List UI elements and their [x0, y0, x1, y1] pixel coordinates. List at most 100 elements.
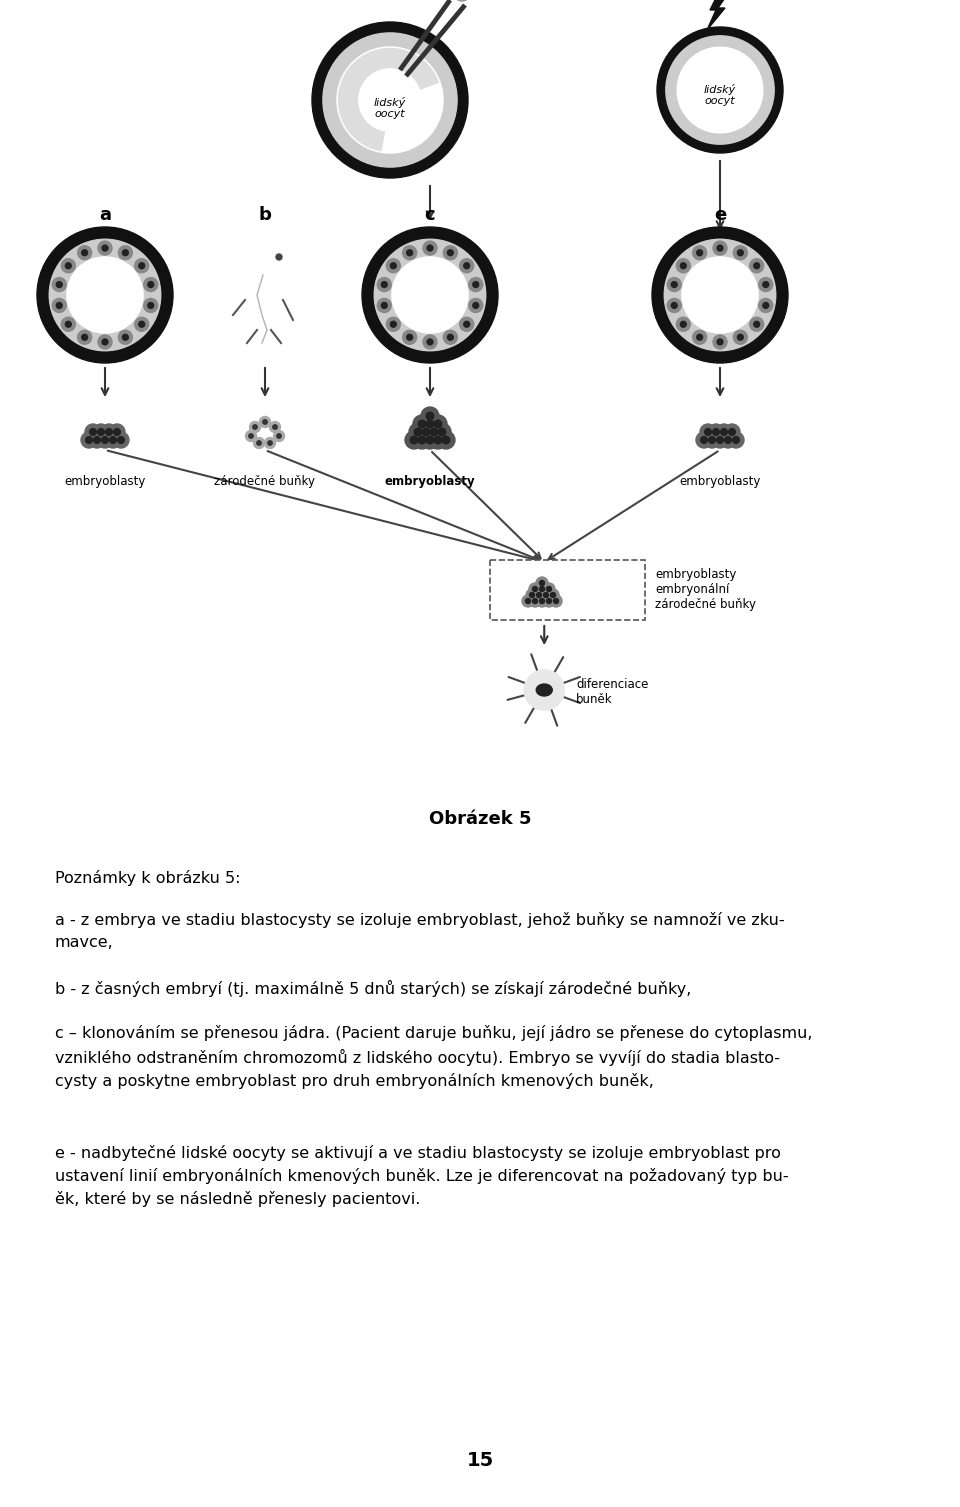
Circle shape [682, 256, 758, 333]
Circle shape [255, 238, 299, 282]
Circle shape [468, 277, 483, 291]
Circle shape [667, 298, 682, 312]
Text: c: c [424, 206, 435, 225]
Circle shape [725, 437, 732, 443]
Circle shape [530, 592, 535, 597]
Circle shape [712, 428, 719, 436]
Circle shape [377, 277, 392, 291]
Circle shape [109, 437, 116, 443]
Circle shape [443, 436, 450, 443]
Circle shape [144, 277, 157, 291]
Circle shape [536, 583, 548, 595]
Text: zárodečné buňky: zárodečné buňky [214, 475, 316, 488]
Circle shape [67, 256, 143, 333]
Circle shape [419, 420, 426, 428]
Circle shape [537, 592, 541, 597]
Text: c – klonováním se přenesou jádra. (Pacient daruje buňku, její jádro se přenese d: c – klonováním se přenesou jádra. (Pacie… [55, 1025, 812, 1090]
Ellipse shape [237, 265, 289, 341]
Circle shape [246, 431, 256, 442]
Circle shape [547, 589, 559, 601]
Circle shape [386, 259, 400, 273]
Circle shape [737, 335, 743, 341]
Circle shape [391, 321, 396, 327]
Circle shape [693, 330, 707, 344]
Bar [490, 561, 645, 619]
Circle shape [524, 671, 564, 710]
Circle shape [700, 423, 716, 440]
Text: a - z embrya ve stadiu blastocysty se izoluje embryoblast, jehož buňky se namnož: a - z embrya ve stadiu blastocysty se iz… [55, 912, 784, 949]
Circle shape [444, 330, 457, 344]
Circle shape [359, 69, 421, 131]
Circle shape [546, 586, 551, 592]
Text: Poznámky k obrázku 5:: Poznámky k obrázku 5: [55, 870, 241, 886]
Circle shape [425, 423, 443, 442]
Circle shape [61, 259, 75, 273]
Circle shape [82, 335, 87, 341]
Circle shape [667, 277, 682, 291]
Circle shape [414, 428, 421, 436]
Circle shape [763, 282, 769, 288]
Circle shape [708, 423, 724, 440]
Circle shape [652, 228, 788, 363]
Circle shape [123, 250, 129, 256]
Circle shape [102, 339, 108, 345]
Circle shape [733, 330, 747, 344]
Circle shape [57, 303, 62, 309]
Circle shape [413, 431, 431, 449]
Circle shape [464, 321, 469, 327]
Circle shape [729, 428, 735, 436]
Text: b - z časných embryí (tj. maximálně 5 dnů starých) se získají zárodečné buňky,: b - z časných embryí (tj. maximálně 5 dn… [55, 980, 691, 998]
Circle shape [89, 433, 105, 448]
Circle shape [676, 259, 690, 273]
Ellipse shape [537, 684, 552, 696]
Circle shape [464, 262, 469, 268]
Circle shape [427, 246, 433, 252]
Circle shape [421, 407, 439, 425]
Circle shape [94, 437, 101, 443]
Circle shape [546, 598, 551, 603]
Circle shape [732, 437, 739, 443]
Circle shape [705, 428, 711, 436]
Circle shape [529, 583, 541, 595]
Circle shape [144, 298, 157, 312]
Circle shape [550, 595, 562, 607]
Circle shape [391, 262, 396, 268]
Circle shape [410, 436, 418, 443]
Circle shape [426, 413, 434, 420]
Circle shape [434, 420, 442, 428]
Circle shape [102, 437, 108, 443]
Circle shape [413, 414, 431, 433]
Circle shape [540, 586, 544, 592]
Circle shape [671, 303, 677, 309]
Circle shape [716, 437, 724, 443]
Circle shape [430, 428, 438, 436]
Text: a: a [99, 206, 111, 225]
Text: e - nadbytečné lidské oocyty se aktivují a ve stadiu blastocysty se izoluje embr: e - nadbytečné lidské oocyty se aktivují… [55, 1145, 788, 1207]
Circle shape [407, 250, 413, 256]
Circle shape [105, 433, 121, 448]
Circle shape [273, 425, 277, 429]
Circle shape [148, 282, 154, 288]
Circle shape [721, 428, 728, 436]
Circle shape [525, 598, 531, 603]
Circle shape [113, 428, 120, 436]
Circle shape [554, 598, 559, 603]
Circle shape [724, 423, 740, 440]
Circle shape [664, 240, 776, 351]
Circle shape [468, 298, 483, 312]
Circle shape [433, 423, 451, 442]
Circle shape [259, 416, 271, 428]
Circle shape [543, 595, 555, 607]
Circle shape [681, 321, 686, 327]
Circle shape [386, 318, 400, 332]
Text: 15: 15 [467, 1451, 493, 1469]
Circle shape [263, 420, 267, 423]
Circle shape [337, 47, 444, 154]
Circle shape [697, 250, 703, 256]
Circle shape [52, 298, 66, 312]
Circle shape [405, 431, 423, 449]
Circle shape [676, 318, 690, 332]
Circle shape [65, 262, 71, 268]
Circle shape [717, 246, 723, 252]
Circle shape [473, 282, 479, 288]
